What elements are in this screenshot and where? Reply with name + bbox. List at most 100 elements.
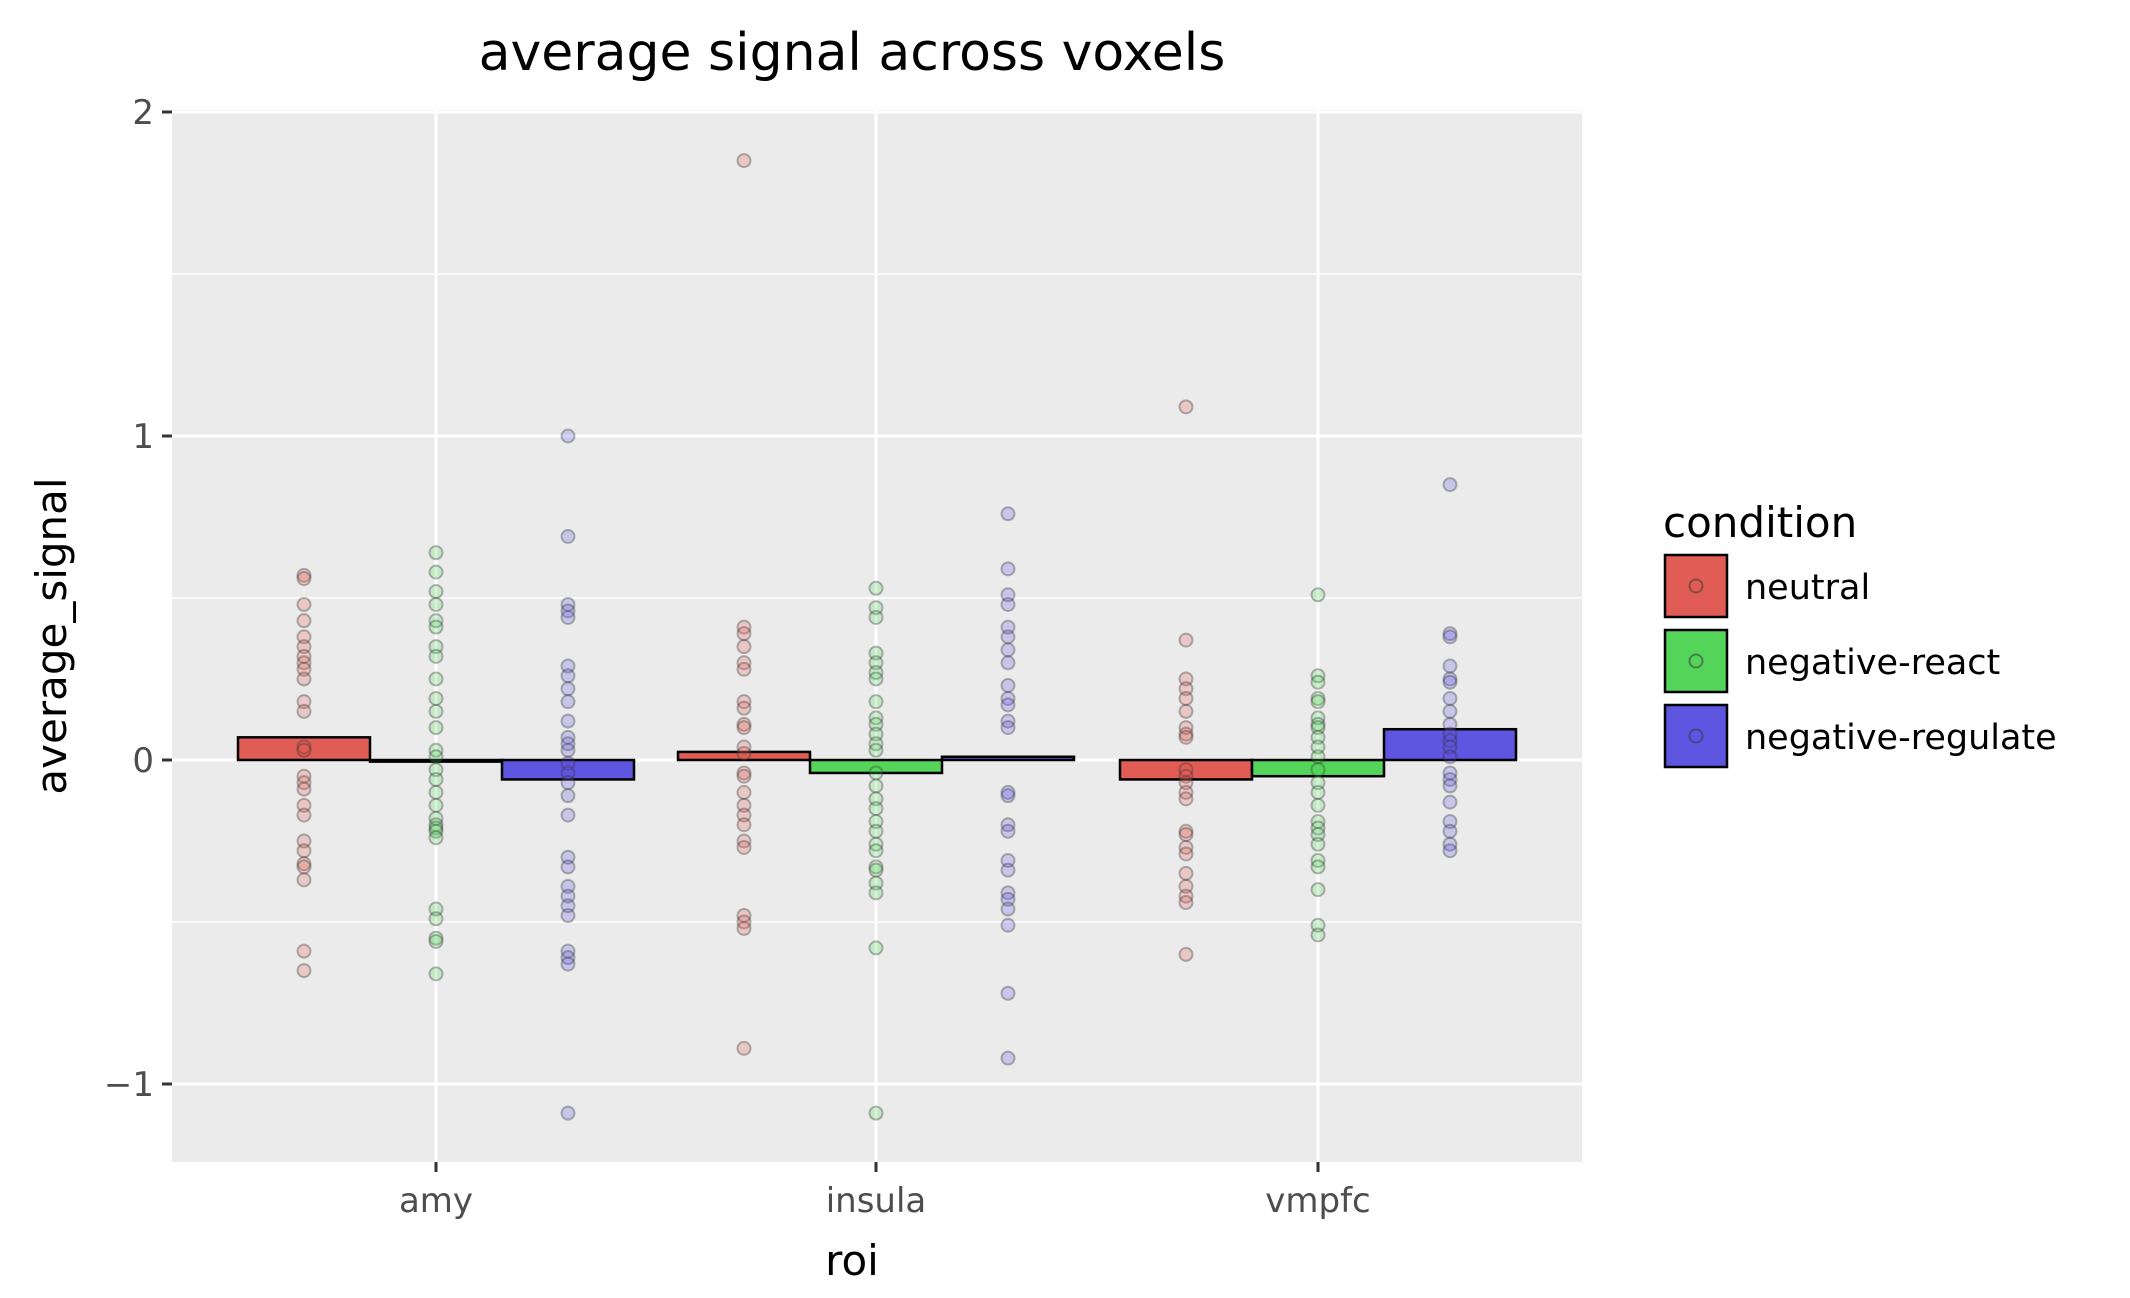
bar-negative-react-insula (808, 758, 944, 775)
point-negative-react-insula-5 (868, 665, 884, 681)
point-negative-react-amy-0 (428, 545, 444, 561)
y-tick-label-3: 2 (132, 93, 154, 133)
point-negative-react-insula-22 (868, 862, 884, 878)
point-neutral-amy-19 (296, 833, 312, 849)
point-negative-react-vmpfc-13 (1310, 784, 1326, 800)
legend-key-negative-react (1663, 628, 1729, 694)
legend-key-point-negative-regulate (1688, 728, 1704, 744)
point-negative-regulate-amy-17 (560, 807, 576, 823)
point-negative-react-insula-17 (868, 814, 884, 830)
point-negative-react-insula-11 (868, 736, 884, 752)
point-negative-react-amy-15 (428, 771, 444, 787)
point-negative-react-amy-8 (428, 671, 444, 687)
point-neutral-insula-4 (736, 655, 752, 671)
point-negative-regulate-insula-6 (1000, 642, 1016, 658)
y-axis-title: average_signal (27, 477, 76, 794)
point-negative-regulate-amy-0 (560, 428, 576, 444)
y-tick-label-1: 0 (132, 741, 154, 781)
point-negative-regulate-amy-4 (560, 609, 576, 625)
legend-title: condition (1663, 498, 1857, 547)
point-negative-regulate-vmpfc-20 (1442, 843, 1458, 859)
point-negative-regulate-insula-21 (1000, 901, 1016, 917)
point-neutral-vmpfc-8 (1178, 729, 1194, 745)
legend-key-negative-regulate (1663, 703, 1729, 769)
point-neutral-vmpfc-3 (1178, 681, 1194, 697)
point-negative-regulate-insula-24 (1000, 1050, 1016, 1066)
chart-title: average signal across voxels (479, 23, 1226, 83)
point-negative-regulate-amy-20 (560, 878, 576, 894)
point-neutral-amy-18 (296, 807, 312, 823)
point-negative-react-amy-16 (428, 784, 444, 800)
point-negative-react-insula-24 (868, 885, 884, 901)
point-negative-react-amy-26 (428, 933, 444, 949)
y-axis: −1 0 1 2 (104, 93, 172, 1105)
point-negative-regulate-insula-3 (1000, 596, 1016, 612)
point-negative-react-vmpfc-4 (1310, 694, 1326, 710)
point-neutral-amy-1 (296, 571, 312, 587)
point-negative-react-vmpfc-17 (1310, 827, 1326, 843)
point-negative-react-insula-7 (868, 694, 884, 710)
point-negative-react-insula-2 (868, 609, 884, 625)
point-neutral-vmpfc-16 (1178, 839, 1194, 855)
point-negative-react-amy-9 (428, 690, 444, 706)
point-neutral-vmpfc-1 (1178, 632, 1194, 648)
bars (236, 727, 1518, 781)
point-negative-react-insula-9 (868, 716, 884, 732)
point-negative-regulate-amy-3 (560, 603, 576, 619)
point-negative-regulate-insula-7 (1000, 655, 1016, 671)
point-negative-regulate-insula-17 (1000, 852, 1016, 868)
point-negative-react-vmpfc-0 (1310, 587, 1326, 603)
point-negative-regulate-amy-13 (560, 755, 576, 771)
point-negative-regulate-vmpfc-16 (1442, 794, 1458, 810)
point-negative-react-insula-8 (868, 710, 884, 726)
point-negative-react-amy-25 (428, 930, 444, 946)
point-negative-regulate-amy-25 (560, 950, 576, 966)
point-negative-regulate-amy-12 (560, 742, 576, 758)
point-negative-regulate-vmpfc-1 (1442, 626, 1458, 642)
points (296, 153, 1458, 1121)
point-negative-react-amy-4 (428, 613, 444, 629)
point-neutral-amy-24 (296, 943, 312, 959)
point-negative-react-insula-3 (868, 645, 884, 661)
point-neutral-amy-9 (296, 671, 312, 687)
point-neutral-vmpfc-21 (1178, 895, 1194, 911)
point-neutral-insula-16 (736, 807, 752, 823)
point-neutral-insula-9 (736, 720, 752, 736)
bar-neutral-insula (676, 750, 812, 762)
bar-neutral-amy (236, 736, 372, 762)
point-negative-regulate-insula-2 (1000, 587, 1016, 603)
point-neutral-vmpfc-5 (1178, 703, 1194, 719)
point-neutral-vmpfc-2 (1178, 671, 1194, 687)
point-neutral-amy-13 (296, 742, 312, 758)
point-negative-react-amy-13 (428, 749, 444, 765)
bar-negative-regulate-vmpfc (1382, 727, 1518, 762)
point-neutral-amy-6 (296, 648, 312, 664)
x-tick-label-amy: amy (399, 1181, 473, 1221)
point-negative-regulate-amy-8 (560, 694, 576, 710)
point-neutral-amy-4 (296, 629, 312, 645)
point-negative-regulate-amy-23 (560, 908, 576, 924)
point-negative-react-vmpfc-7 (1310, 720, 1326, 736)
point-negative-react-amy-5 (428, 619, 444, 635)
point-negative-regulate-insula-23 (1000, 985, 1016, 1001)
point-negative-react-vmpfc-5 (1310, 710, 1326, 726)
point-negative-react-insula-6 (868, 671, 884, 687)
point-neutral-amy-3 (296, 613, 312, 629)
point-negative-react-amy-7 (428, 648, 444, 664)
point-negative-regulate-insula-15 (1000, 817, 1016, 833)
point-neutral-vmpfc-11 (1178, 775, 1194, 791)
point-negative-regulate-vmpfc-6 (1442, 690, 1458, 706)
legend-label-neutral: neutral (1745, 568, 1870, 608)
point-negative-react-insula-10 (868, 726, 884, 742)
point-negative-regulate-amy-26 (560, 956, 576, 972)
point-neutral-vmpfc-15 (1178, 827, 1194, 843)
point-negative-regulate-amy-11 (560, 736, 576, 752)
point-negative-regulate-amy-19 (560, 859, 576, 875)
point-neutral-vmpfc-20 (1178, 888, 1194, 904)
point-negative-regulate-insula-4 (1000, 619, 1016, 635)
point-negative-react-amy-24 (428, 911, 444, 927)
point-negative-regulate-amy-2 (560, 596, 576, 612)
point-neutral-vmpfc-9 (1178, 762, 1194, 778)
point-neutral-insula-2 (736, 626, 752, 642)
